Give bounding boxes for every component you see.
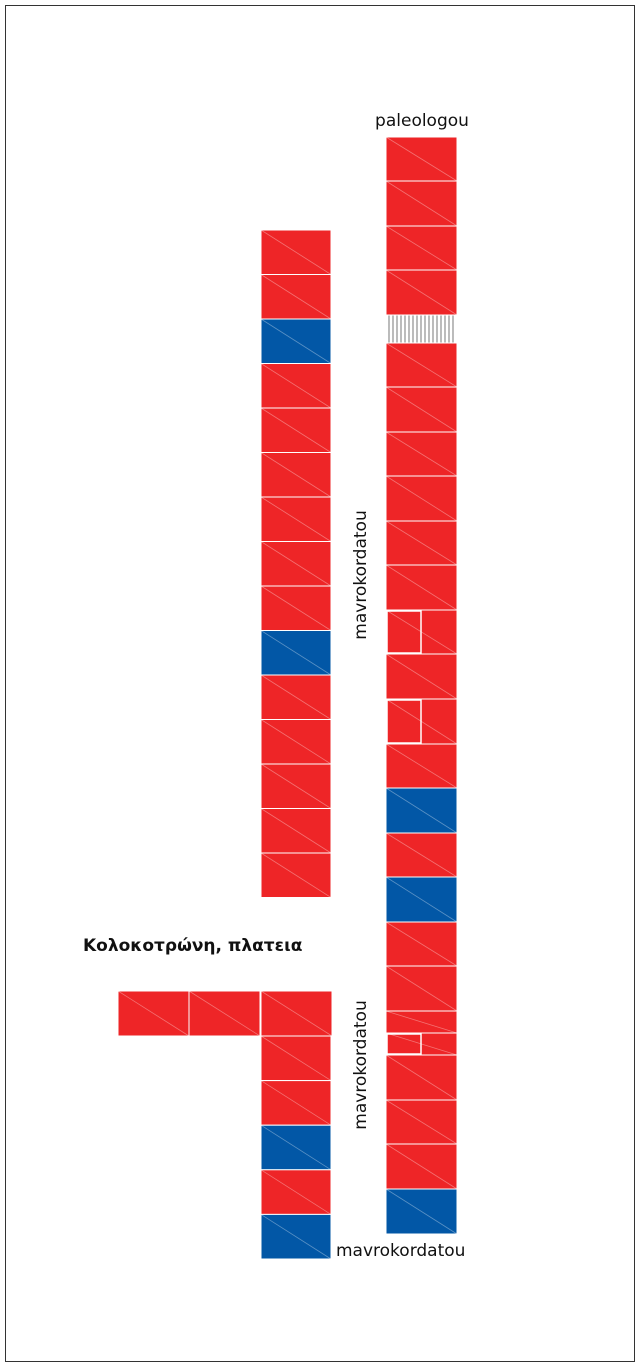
red-space — [188, 990, 261, 1037]
space-diagonal — [385, 386, 458, 433]
space-diagonal — [385, 564, 458, 611]
red-space — [260, 585, 332, 631]
red-space — [260, 990, 333, 1037]
space-diagonal — [385, 180, 458, 227]
red-space — [385, 386, 458, 433]
space-diagonal — [385, 431, 458, 477]
red-space — [385, 1054, 458, 1101]
space-diagonal — [385, 1099, 458, 1145]
red-space — [260, 1169, 332, 1215]
red-space — [260, 1080, 332, 1126]
space-diagonal — [385, 136, 458, 182]
space-diagonal — [260, 407, 332, 453]
red-space — [385, 653, 458, 700]
space-notch — [386, 1033, 422, 1055]
red-space — [385, 475, 458, 522]
red-space — [117, 990, 190, 1037]
space-diagonal — [260, 318, 332, 364]
parking-spaces — [117, 136, 458, 1260]
street-label: mavrokordatou — [351, 1000, 371, 1129]
space-diagonal — [385, 475, 458, 522]
red-space — [385, 180, 458, 227]
red-space — [260, 452, 332, 498]
space-diagonal — [188, 990, 261, 1037]
red-space — [385, 564, 458, 611]
red-space — [260, 719, 332, 765]
street-label: mavrokordatou — [336, 1241, 465, 1261]
space-diagonal — [260, 1169, 332, 1215]
red-space — [385, 921, 458, 967]
space-diagonal — [260, 585, 332, 631]
frame — [5, 5, 635, 1362]
space-diagonal — [385, 225, 458, 271]
red-space — [385, 225, 458, 271]
space-diagonal — [260, 990, 333, 1037]
red-space — [385, 743, 458, 789]
space-diagonal — [260, 274, 332, 320]
red-space — [260, 674, 332, 720]
space-diagonal — [385, 520, 458, 566]
space-diagonal — [260, 630, 332, 676]
space-diagonal — [260, 496, 332, 542]
space-diagonal — [385, 832, 458, 878]
red-space — [385, 832, 458, 878]
street-label: mavrokordatou — [351, 510, 371, 639]
space-diagonal — [385, 269, 458, 316]
street-label: paleologou — [375, 111, 469, 131]
red-space — [260, 763, 332, 809]
space-diagonal — [385, 1054, 458, 1101]
space-diagonal — [260, 852, 332, 898]
space-diagonal — [385, 965, 458, 1012]
space-diagonal — [260, 763, 332, 809]
blue-space — [385, 1188, 458, 1235]
space-diagonal — [260, 229, 332, 275]
space-diagonal — [260, 719, 332, 765]
space-diagonal — [117, 990, 190, 1037]
red-space — [385, 965, 458, 1012]
space-diagonal — [385, 1143, 458, 1190]
space-notch — [386, 699, 422, 744]
red-space — [385, 1099, 458, 1145]
space-diagonal — [385, 1010, 458, 1034]
space-diagonal — [260, 1214, 332, 1260]
space-diagonal — [260, 541, 332, 587]
space-diagonal — [385, 787, 458, 834]
red-space — [260, 1035, 332, 1082]
space-notch — [386, 610, 422, 654]
square-label: Κολοκοτρώνη, πλατεια — [83, 936, 302, 956]
space-diagonal — [385, 876, 458, 923]
blue-space — [260, 630, 332, 676]
red-space — [260, 808, 332, 854]
space-diagonal — [385, 653, 458, 700]
red-space — [260, 363, 332, 409]
red-space — [385, 342, 458, 388]
hatched-space — [385, 314, 458, 344]
red-space — [260, 229, 332, 275]
space-diagonal — [260, 1080, 332, 1126]
space-diagonal — [260, 1035, 332, 1081]
space-diagonal — [260, 1124, 332, 1171]
red-space — [260, 496, 332, 542]
space-diagonal — [260, 363, 332, 409]
red-space — [385, 520, 458, 566]
blue-space — [260, 1213, 332, 1260]
blue-space — [260, 318, 332, 364]
red-space — [385, 1143, 458, 1190]
space-diagonal — [385, 342, 458, 388]
space-diagonal — [385, 1188, 458, 1235]
red-space — [260, 852, 332, 898]
space-diagonal — [385, 921, 458, 967]
space-diagonal — [260, 452, 332, 498]
space-diagonal — [260, 808, 332, 854]
red-space — [385, 431, 458, 477]
blue-space — [385, 787, 458, 834]
space-diagonal — [385, 743, 458, 789]
space-diagonal — [260, 674, 332, 720]
red-space — [260, 274, 332, 320]
